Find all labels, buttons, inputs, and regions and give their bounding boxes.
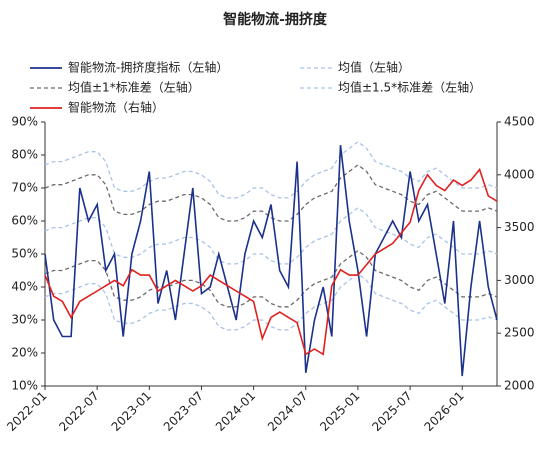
band-upper-line [44, 140, 498, 199]
band-lower-line [44, 272, 498, 331]
y-tick-label: 90% [11, 115, 38, 129]
y2-tick-label: 4500 [504, 115, 535, 129]
y2-tick-label: 2500 [504, 326, 535, 340]
legend-label: 智能物流（右轴） [68, 100, 164, 115]
legend-label: 均值±1.5*标准差（左轴） [338, 80, 481, 95]
x-tick-label: 2024-01 [213, 389, 258, 434]
y-tick-label: 80% [11, 148, 38, 162]
y2-tick-label: 2000 [504, 379, 535, 393]
x-tick-label: 2025-01 [317, 389, 362, 434]
x-tick-label: 2024-07 [265, 389, 310, 434]
y2-tick-label: 3000 [504, 273, 535, 287]
y-tick-label: 60% [11, 214, 38, 228]
y-tick-label: 70% [11, 181, 38, 195]
y-tick-label: 10% [11, 379, 38, 393]
band-upper-line [44, 164, 498, 222]
legend-label: 均值±1*标准差（左轴） [68, 80, 200, 95]
x-tick-label: 2026-01 [421, 389, 466, 434]
y2-tick-label: 4000 [504, 167, 535, 181]
legend-label: 智能物流-拥挤度指标（左轴） [68, 60, 228, 75]
x-tick-label: 2023-07 [161, 389, 206, 434]
y-tick-label: 40% [11, 280, 38, 294]
x-tick-label: 2025-07 [369, 389, 414, 434]
legend-label: 均值（左轴） [338, 60, 410, 75]
series-line [44, 206, 498, 265]
series-line [44, 145, 498, 377]
y-tick-label: 50% [11, 247, 38, 261]
band-lower-line [44, 249, 498, 308]
y-tick-label: 20% [11, 346, 38, 360]
chart-title: 智能物流-拥挤度 [222, 11, 328, 28]
x-tick-label: 2022-01 [4, 389, 49, 434]
series-line [44, 167, 498, 356]
x-tick-label: 2023-01 [109, 389, 154, 434]
x-tick-label: 2022-07 [56, 389, 101, 434]
y-tick-label: 30% [11, 313, 38, 327]
y2-tick-label: 3500 [504, 220, 535, 234]
